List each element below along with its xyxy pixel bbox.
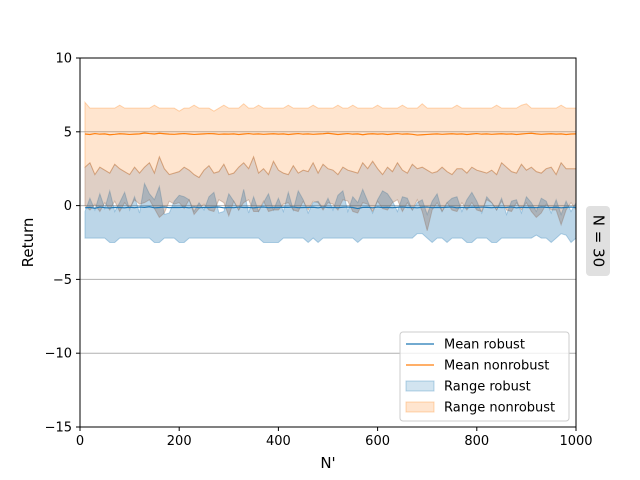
x-tick-label: 200 <box>167 434 192 449</box>
y-tick-label: −5 <box>53 273 72 288</box>
range-bands <box>84 100 577 244</box>
x-tick-label: 600 <box>365 434 390 449</box>
y-tick-label: −10 <box>45 347 72 362</box>
x-axis-label: N' <box>320 454 335 472</box>
legend-swatch-range-nonrobust <box>405 401 435 413</box>
mean-lines <box>84 132 577 210</box>
y-axis-label: Return <box>19 218 37 268</box>
x-tick-label: 800 <box>464 434 489 449</box>
legend: Mean robust Mean nonrobust Range robust Ran… <box>399 331 570 422</box>
axes-frame <box>79 57 577 428</box>
legend-label-mean-nonrobust: Mean nonrobust <box>444 359 549 374</box>
x-tick-label: 0 <box>76 434 84 449</box>
y-axis-ticks: 10 5 0 −5 −10 −15 <box>45 52 80 436</box>
y-tick-label: −15 <box>45 421 72 436</box>
x-tick-label: 400 <box>266 434 291 449</box>
legend-swatch-range-robust <box>405 380 435 392</box>
facet-label: N = 30 <box>590 215 608 267</box>
legend-label-range-robust: Range robust <box>444 380 531 395</box>
y-tick-label: 10 <box>55 52 72 67</box>
range-robust-overlay <box>84 183 577 243</box>
facet-strip: N = 30 <box>586 206 610 276</box>
x-tick-label: 1000 <box>559 434 592 449</box>
mean-nonrobust-line <box>84 132 577 136</box>
legend-label-range-nonrobust: Range nonrobust <box>444 401 555 416</box>
mean-robust-line <box>84 206 577 210</box>
legend-box <box>399 331 570 422</box>
x-axis-ticks: 0 200 400 600 800 1000 <box>76 427 593 449</box>
legend-label-mean-robust: Mean robust <box>444 338 525 353</box>
facet-box <box>586 206 610 276</box>
y-tick-label: 0 <box>64 199 72 214</box>
y-tick-label: 5 <box>64 125 72 140</box>
